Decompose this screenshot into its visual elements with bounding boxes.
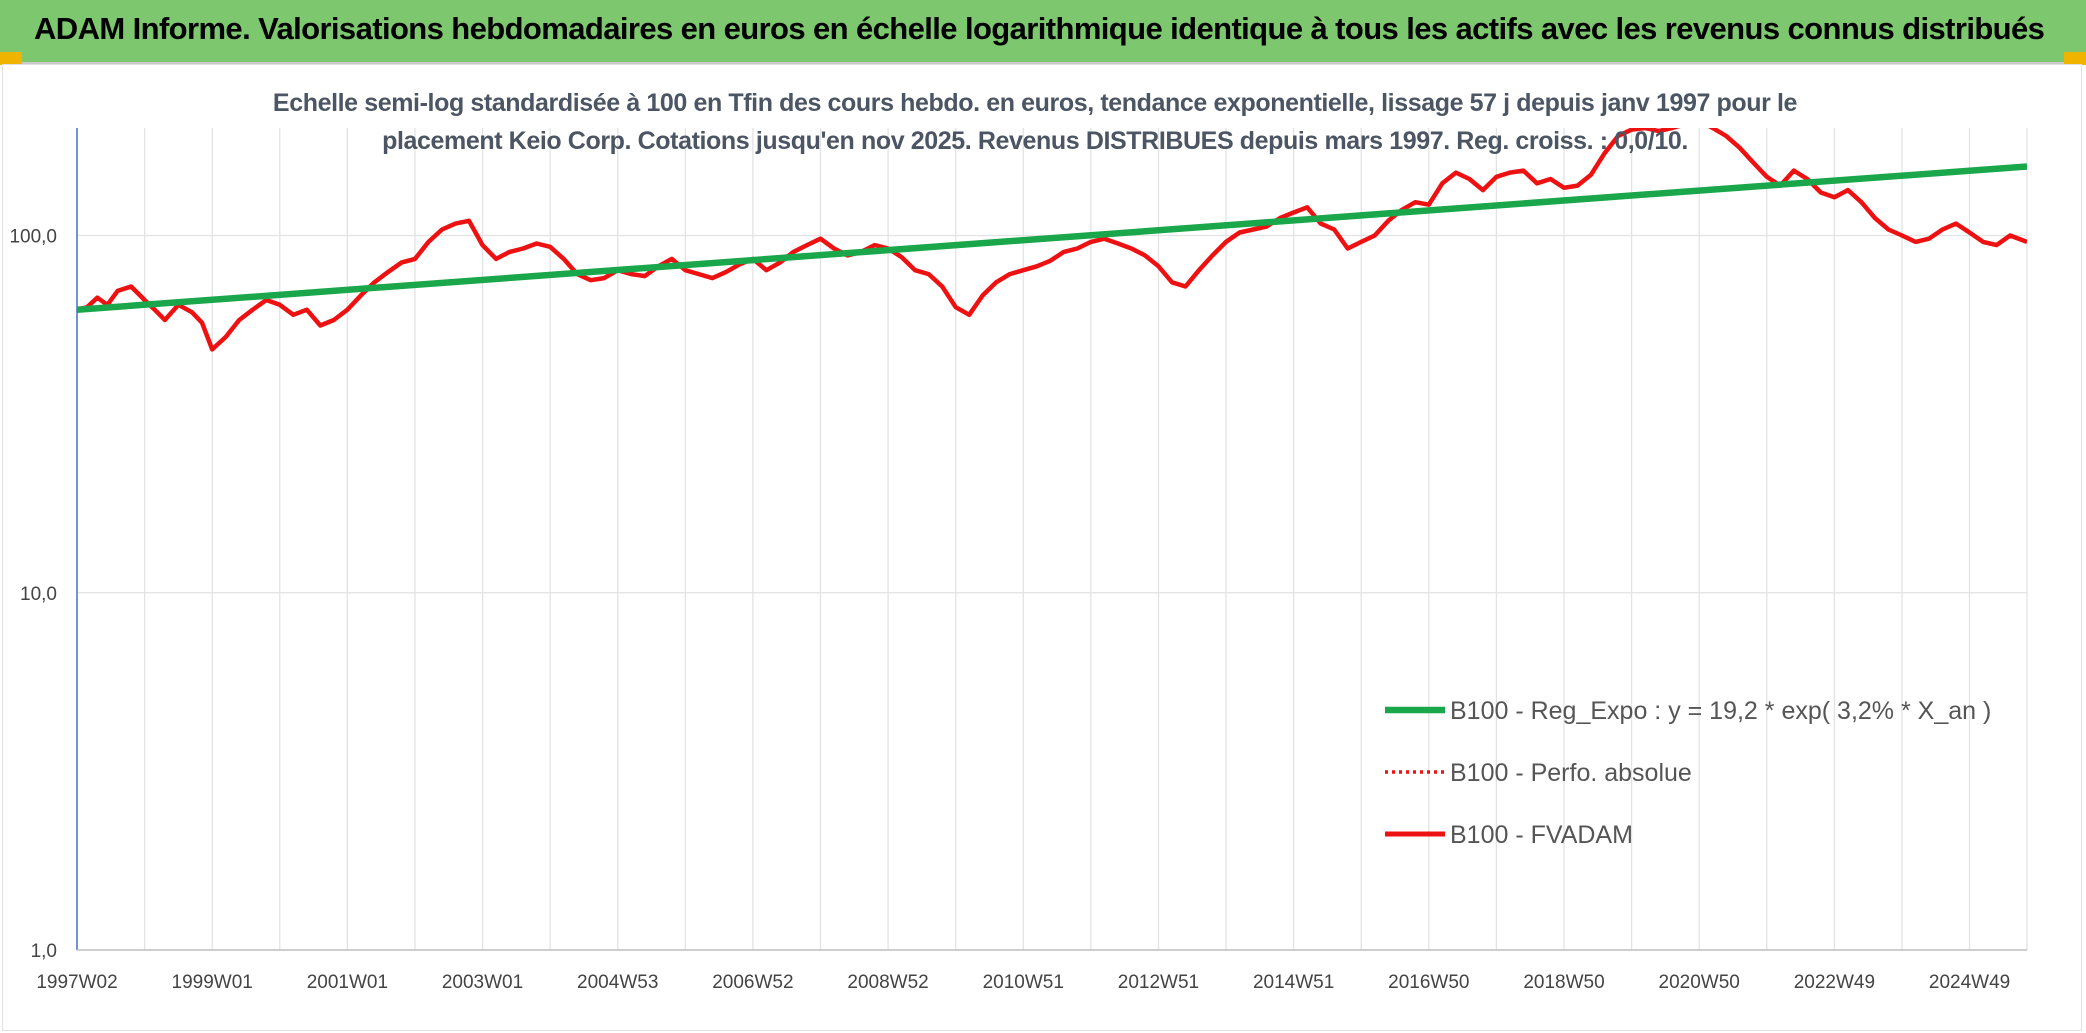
x-tick-label: 1997W02 <box>36 972 117 993</box>
legend: B100 - Reg_Expo : y = 19,2 * exp( 3,2% *… <box>1385 697 1991 849</box>
y-tick-label: 10,0 <box>20 584 57 605</box>
x-tick-label: 1999W01 <box>172 972 253 993</box>
corner-marker-left <box>0 52 22 65</box>
report-title: ADAM Informe. Valorisations hebdomadaire… <box>34 11 2045 46</box>
gridlines <box>77 128 2028 951</box>
x-tick-label: 2022W49 <box>1794 972 1875 993</box>
legend-item-fvadam: B100 - FVADAM <box>1385 821 1633 849</box>
x-tick-label: 2003W01 <box>442 972 523 993</box>
legend-label: B100 - Perfo. absolue <box>1450 759 1692 787</box>
legend-label: B100 - Reg_Expo : y = 19,2 * exp( 3,2% *… <box>1450 697 1991 725</box>
chart-title-line-2: placement Keio Corp. Cotations jusqu'en … <box>382 127 1688 155</box>
chart-title: Echelle semi-log standardisée à 100 en T… <box>240 84 1830 160</box>
legend-item-reg-expo: B100 - Reg_Expo : y = 19,2 * exp( 3,2% *… <box>1385 697 1991 725</box>
x-tick-label: 2012W51 <box>1118 972 1199 993</box>
x-tick-label: 2001W01 <box>307 972 388 993</box>
x-tick-label: 2024W49 <box>1929 972 2010 993</box>
series-lines <box>77 128 2027 352</box>
chart-frame <box>2 64 2082 1031</box>
legend-label: B100 - FVADAM <box>1450 821 1633 849</box>
corner-marker-right <box>2064 52 2086 65</box>
x-tick-label: 2014W51 <box>1253 972 1334 993</box>
x-tick-label: 2018W50 <box>1523 972 1604 993</box>
x-tick-label: 2008W52 <box>847 972 928 993</box>
title-banner: ADAM Informe. Valorisations hebdomadaire… <box>0 0 2086 64</box>
x-tick-label: 2006W52 <box>712 972 793 993</box>
series-fvadam-line <box>77 128 2027 352</box>
x-tick-label: 2020W50 <box>1659 972 1740 993</box>
x-tick-label: 2004W53 <box>577 972 658 993</box>
y-tick-label: 100,0 <box>9 227 57 248</box>
axes: 1,0 10,0 100,0 1997W02 1999W01 2001W01 2003W01… <box>9 128 2027 993</box>
chart-title-line-1: Echelle semi-log standardisée à 100 en T… <box>272 89 1798 117</box>
y-tick-label: 1,0 <box>31 941 57 962</box>
x-tick-label: 2016W50 <box>1388 972 1469 993</box>
x-tick-label: 2010W51 <box>983 972 1064 993</box>
series-reg-expo-line <box>77 163 2027 313</box>
legend-item-perfo-absolue: B100 - Perfo. absolue <box>1385 759 1692 787</box>
